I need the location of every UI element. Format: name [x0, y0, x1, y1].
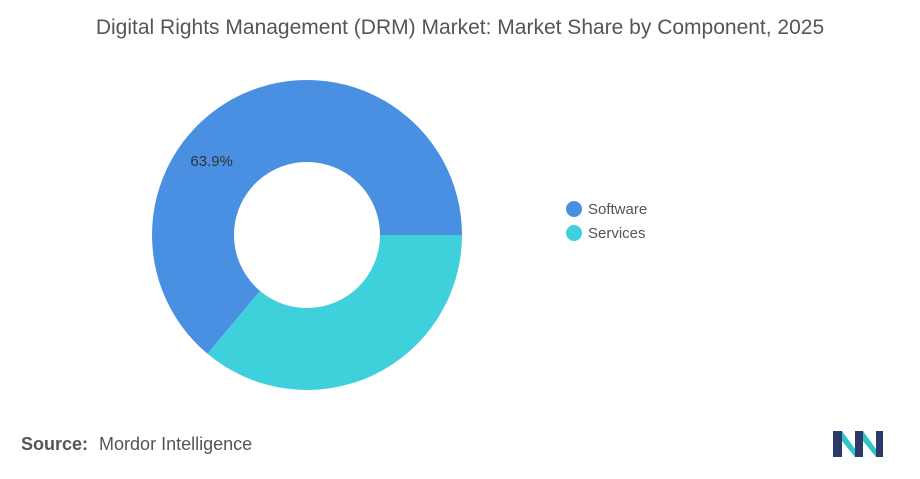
chart-title: Digital Rights Management (DRM) Market: …: [95, 16, 825, 39]
logo-right-diagonal: [863, 431, 876, 457]
source-note: Source: Mordor Intelligence: [21, 434, 252, 455]
source-label: Source:: [21, 434, 89, 454]
legend-swatch-software: [566, 201, 582, 217]
mordor-intelligence-logo-icon: [833, 431, 883, 457]
logo-left-diagonal: [842, 431, 855, 457]
legend-item-software: Software: [566, 197, 647, 221]
logo-left-stroke: [833, 431, 842, 457]
chart-legend: Software Services: [566, 197, 647, 245]
slice-services: [207, 235, 462, 390]
slice-software: [151, 80, 462, 354]
legend-label-services: Services: [588, 224, 646, 242]
donut-slices: [151, 80, 462, 390]
logo-right-stroke: [876, 431, 883, 457]
legend-swatch-services: [566, 225, 582, 241]
logo-middle-stroke: [855, 431, 863, 457]
legend-label-software: Software: [588, 200, 648, 218]
data-label-software: 63.9%: [190, 153, 233, 170]
legend-item-services: Services: [566, 221, 647, 245]
donut-labels: 63.9%: [190, 153, 233, 170]
source-value: Mordor Intelligence: [99, 434, 253, 454]
